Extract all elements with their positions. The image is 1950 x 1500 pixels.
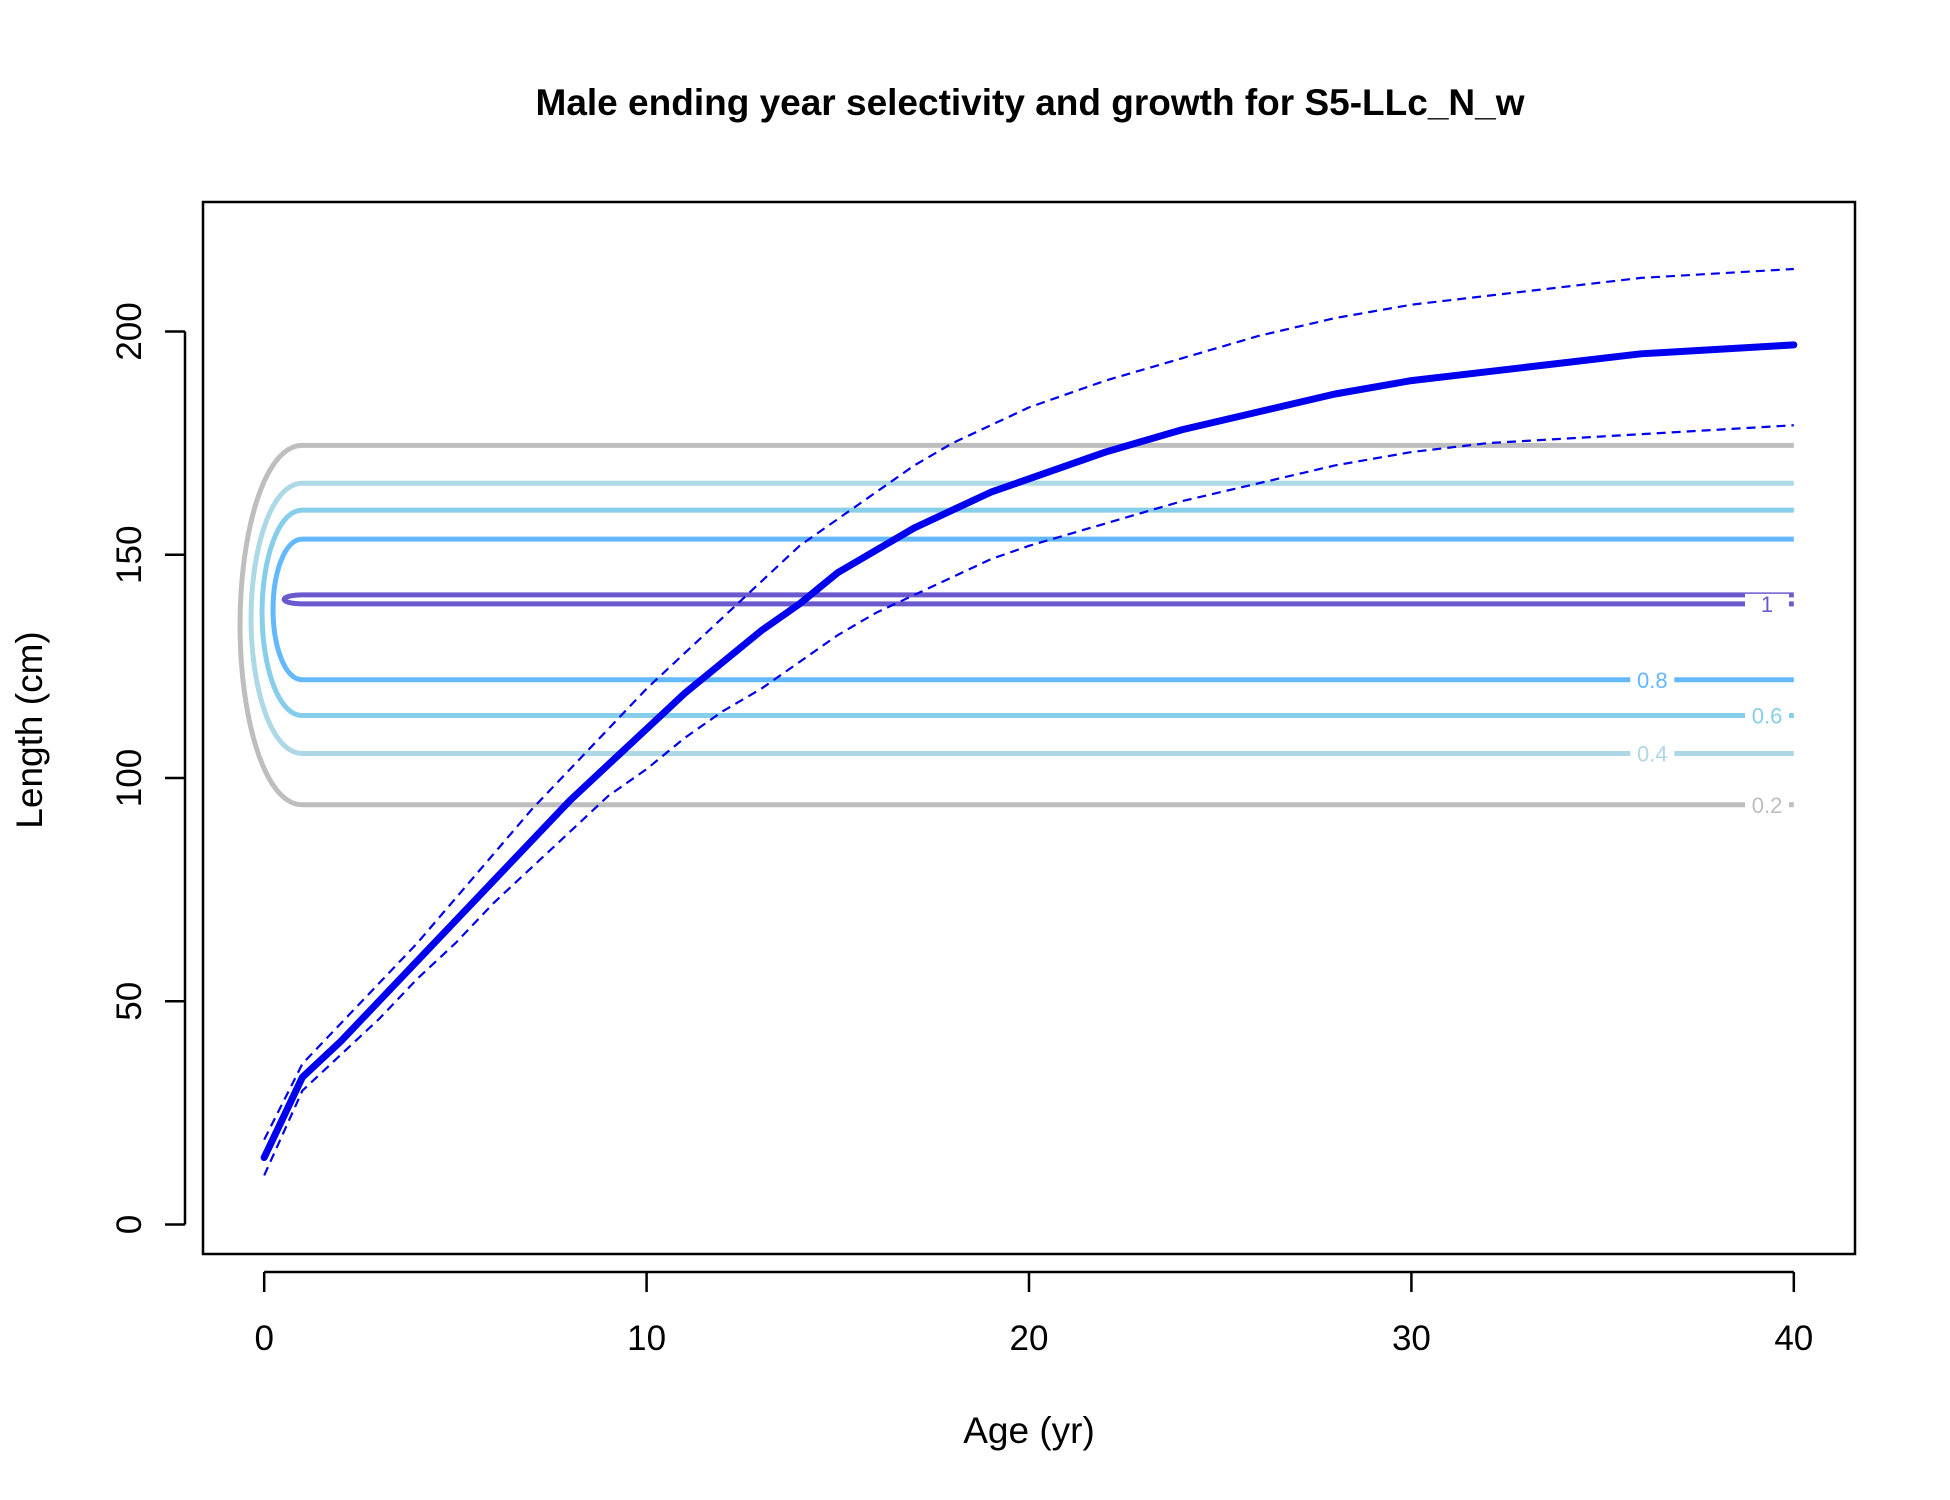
contour-label-gap — [1630, 669, 1675, 690]
x-tick-label: 30 — [1392, 1319, 1431, 1358]
contour-label-0-6: 0.6 — [1752, 703, 1783, 728]
x-axis-label: Age (yr) — [963, 1410, 1095, 1451]
growth-upper-interval — [263, 267, 1794, 1141]
contour-label-gap — [1745, 705, 1790, 726]
growth-mean-line — [260, 341, 1798, 1162]
growth-lower-interval — [263, 424, 1794, 1176]
y-axis: 0 50 100 150 200 — [110, 302, 187, 1234]
y-tick-label: 50 — [110, 982, 149, 1021]
contour-label-0-2: 0.2 — [1752, 793, 1783, 818]
selectivity-contours: 0.2 0.4 0.6 0.8 1 — [237, 442, 1794, 818]
contour-line-1 — [281, 592, 1794, 607]
contour-label-gap — [1745, 794, 1790, 815]
chart-title: Male ending year selectivity and growth … — [536, 82, 1525, 123]
x-tick-label: 40 — [1774, 1319, 1813, 1358]
y-tick-label: 0 — [110, 1215, 149, 1234]
x-axis: 0 10 20 30 40 — [254, 1270, 1813, 1358]
y-tick-label: 200 — [110, 302, 149, 360]
contour-line-0-4 — [248, 480, 1794, 756]
contour-label-gap — [1745, 593, 1790, 614]
contour-label-0-4: 0.4 — [1637, 741, 1668, 766]
contour-line-0-8 — [270, 536, 1794, 683]
contour-line-0-2 — [237, 442, 1794, 808]
y-tick-label: 150 — [110, 526, 149, 584]
contour-label-0-8: 0.8 — [1637, 668, 1668, 693]
y-axis-label: Length (cm) — [9, 631, 50, 828]
growth-curves — [260, 267, 1798, 1176]
y-tick-label: 100 — [110, 749, 149, 807]
contour-label-1: 1 — [1761, 592, 1773, 617]
x-tick-label: 0 — [254, 1319, 273, 1358]
contour-line-0-6 — [259, 507, 1794, 718]
x-tick-label: 10 — [627, 1319, 666, 1358]
contour-label-gap — [1630, 743, 1675, 764]
plot-frame — [201, 200, 1857, 1256]
x-tick-label: 20 — [1010, 1319, 1049, 1358]
